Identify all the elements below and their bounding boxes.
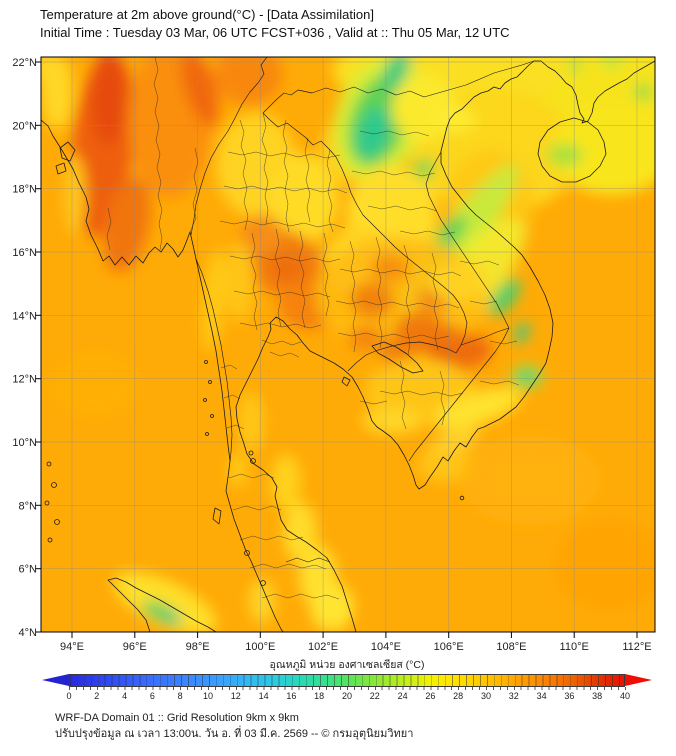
colorbar-tick-label: 32	[508, 691, 519, 701]
colorbar-tick-label: 28	[453, 691, 464, 701]
lon-tick-label: 100°E	[245, 641, 275, 653]
colorbar-tick-label: 4	[122, 691, 128, 701]
colorbar-tick-label: 38	[592, 691, 603, 701]
colorbar-tick-label: 22	[369, 691, 380, 701]
lon-tick-label: 106°E	[434, 641, 464, 653]
temperature-field	[41, 57, 655, 632]
colorbar-tick-marks	[69, 687, 626, 690]
lon-tick-label: 112°E	[622, 641, 651, 653]
lat-tick-label: 18°N	[12, 184, 37, 196]
lat-tick-label: 10°N	[12, 437, 37, 449]
lon-tick-label: 98°E	[186, 641, 210, 653]
axis-ticks	[35, 61, 638, 638]
colorbar-tick-label: 16	[286, 691, 297, 701]
country-borders	[190, 57, 535, 563]
lat-tick-label: 12°N	[12, 374, 37, 386]
colorbar-tick-label: 14	[258, 691, 269, 701]
colorbar-tick-label: 24	[397, 691, 408, 701]
colorbar-tick-label: 26	[425, 691, 436, 701]
colorbar-tick-label: 34	[536, 691, 547, 701]
lat-tick-label: 8°N	[19, 500, 38, 512]
lon-tick-label: 104°E	[371, 641, 401, 653]
colorbar-under-range-arrow	[42, 674, 69, 686]
colorbar-tick-label: 20	[341, 691, 352, 701]
colorbar-tick-label: 10	[202, 691, 213, 701]
lon-tick-label: 110°E	[560, 641, 589, 653]
page-subtitle: Initial Time : Tuesday 03 Mar, 06 UTC FC…	[40, 25, 510, 40]
colorbar-over-range-arrow	[625, 674, 652, 686]
province-borders	[106, 57, 520, 600]
lon-tick-label: 96°E	[123, 641, 147, 653]
footer-update-info: ปรับปรุงข้อมูล ณ เวลา 13:00น. วัน อ. ที่…	[55, 728, 414, 740]
colorbar-title: อุณหภูมิ หน่วย องศาเซลเซียส (°C)	[269, 659, 425, 671]
colorbar-tick-label: 8	[177, 691, 183, 701]
colorbar-tick-label: 40	[619, 691, 630, 701]
lat-tick-label: 4°N	[19, 627, 38, 639]
colorbar-tick-label: 30	[480, 691, 491, 701]
map-frame	[40, 56, 656, 633]
colorbar-tick-label: 0	[66, 691, 72, 701]
latitude-axis: 22°N 20°N 18°N 16°N 14°N 12°N 10°N 8°N 6…	[12, 57, 37, 639]
colorbar-tick-label: 2	[94, 691, 100, 701]
lat-tick-label: 20°N	[12, 120, 37, 132]
lat-tick-label: 16°N	[12, 247, 37, 259]
coastlines	[41, 60, 655, 632]
page-title: Temperature at 2m above ground(°C) - [Da…	[40, 7, 374, 22]
lon-tick-label: 102°E	[308, 641, 338, 653]
lon-tick-label: 94°E	[60, 641, 84, 653]
lat-tick-label: 14°N	[12, 310, 37, 322]
longitude-axis: 94°E 96°E 98°E 100°E 102°E 104°E 106°E 1…	[60, 641, 652, 653]
colorbar-tick-label: 18	[314, 691, 325, 701]
footer-domain-info: WRF-DA Domain 01 :: Grid Resolution 9km …	[55, 712, 299, 724]
lat-tick-label: 22°N	[12, 57, 37, 69]
colorbar-tick-label: 12	[230, 691, 241, 701]
lat-tick-label: 6°N	[19, 564, 38, 576]
colorbar-tick-label: 36	[564, 691, 575, 701]
lon-tick-label: 108°E	[496, 641, 526, 653]
colorbar-tick-label: 6	[149, 691, 155, 701]
colorbar	[69, 674, 625, 687]
